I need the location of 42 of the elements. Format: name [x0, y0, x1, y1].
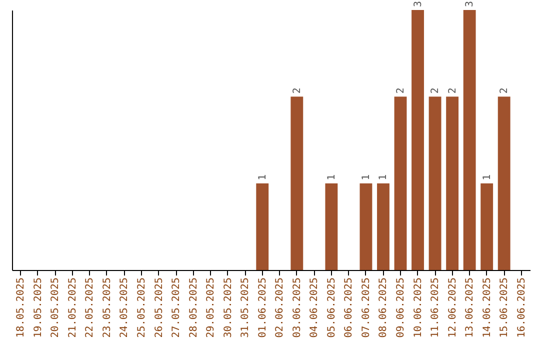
x-tick-label: 31.05.2025 — [240, 278, 252, 338]
x-tick-label: 03.06.2025 — [292, 278, 303, 338]
x-tick-label: 23.05.2025 — [102, 278, 113, 338]
data-label: 1 — [482, 174, 493, 180]
x-tick-label: 27.05.2025 — [171, 278, 182, 338]
x-tick-label: 13.06.2025 — [464, 278, 476, 338]
x-tick-label: 10.06.2025 — [412, 278, 424, 338]
data-label: 3 — [464, 0, 476, 7]
data-label: 1 — [326, 174, 338, 180]
x-tick-label: 29.05.2025 — [206, 278, 217, 338]
x-tick-label: 07.06.2025 — [360, 278, 372, 338]
data-label: 2 — [499, 88, 510, 94]
x-tick-label: 26.05.2025 — [154, 278, 165, 338]
x-tick-label: 19.05.2025 — [32, 278, 44, 338]
x-tick-label: 01.06.2025 — [257, 278, 268, 338]
x-tick-label: 05.06.2025 — [326, 278, 338, 338]
x-tick-label: 14.06.2025 — [482, 278, 493, 338]
data-label: 1 — [257, 174, 268, 180]
x-tick-label: 15.06.2025 — [499, 278, 510, 338]
x-tick-label: 09.06.2025 — [396, 278, 406, 338]
x-tick-label: 28.05.2025 — [188, 278, 200, 338]
data-label: 3 — [412, 0, 424, 7]
data-label: 2 — [447, 88, 458, 94]
data-label: 2 — [430, 88, 442, 94]
x-tick-label: 18.05.2025 — [16, 278, 27, 338]
x-tick-label: 30.05.2025 — [222, 278, 234, 338]
x-tick-label: 04.06.2025 — [309, 278, 320, 338]
data-label: 2 — [396, 88, 406, 94]
x-tick-label: 02.06.2025 — [274, 278, 286, 338]
data-label: 2 — [292, 88, 303, 94]
x-tick-label: 08.06.2025 — [378, 278, 390, 338]
x-tick-label: 22.05.2025 — [84, 278, 96, 338]
x-tick-label: 16.06.2025 — [516, 278, 528, 338]
x-tick-label: 21.05.2025 — [67, 278, 78, 338]
data-label: 1 — [360, 174, 372, 180]
x-tick-label: 06.06.2025 — [344, 278, 355, 338]
x-tick-label: 25.05.2025 — [136, 278, 148, 338]
data-label: 1 — [378, 174, 390, 180]
x-tick-label: 11.06.2025 — [430, 278, 442, 338]
x-tick-label: 20.05.2025 — [50, 278, 62, 338]
x-tick-label: 12.06.2025 — [447, 278, 458, 338]
x-tick-label: 24.05.2025 — [119, 278, 130, 338]
